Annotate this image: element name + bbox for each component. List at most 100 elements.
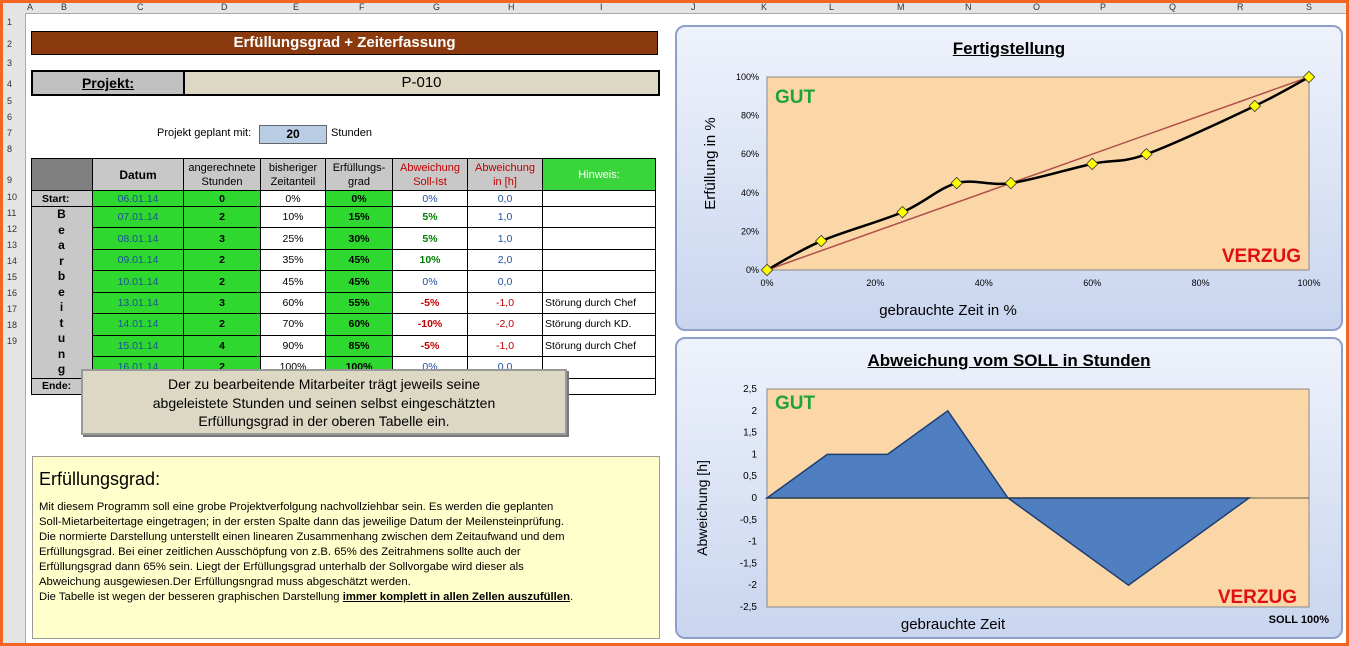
column-header-i[interactable]: I [600, 2, 603, 12]
column-header-b[interactable]: B [61, 2, 68, 12]
cell-deviation-hours[interactable]: 0,0 [467, 190, 543, 207]
cell-fulfilment[interactable]: 45% [325, 248, 393, 272]
row-header-9[interactable]: 9 [7, 175, 13, 185]
column-header-k[interactable]: K [761, 2, 768, 12]
row-header-4[interactable]: 4 [7, 79, 13, 89]
cell-time-share[interactable]: 45% [260, 270, 326, 293]
fertigstellung-chart[interactable]: Fertigstellung 0% 20% 40% 60% 80% 100% 0% 20% 40… [675, 25, 1343, 331]
row-header-15[interactable]: 15 [7, 272, 18, 282]
cell-note[interactable]: Störung durch Chef [542, 291, 656, 315]
row-header-2[interactable]: 2 [7, 39, 13, 49]
abweichung-chart[interactable]: Abweichung vom SOLL in Stunden 2,5 2 1,5 1 0… [675, 337, 1343, 639]
column-header-m[interactable]: M [897, 2, 905, 12]
cell-note[interactable] [542, 356, 656, 379]
cell-date[interactable]: 15.01.14 [92, 334, 184, 358]
cell-deviation-hours[interactable]: -1,0 [467, 291, 543, 315]
cell-hours[interactable]: 2 [183, 313, 261, 336]
cell-time-share[interactable]: 35% [260, 248, 326, 272]
row-header-18[interactable]: 18 [7, 320, 18, 330]
row-header-7[interactable]: 7 [7, 128, 13, 138]
cell-fulfilment[interactable]: 15% [325, 205, 393, 229]
cell-deviation-hours[interactable]: 1,0 [467, 205, 543, 229]
cell-note[interactable]: Störung durch KD. [542, 313, 656, 336]
row-header-14[interactable]: 14 [7, 256, 18, 266]
cell-hours[interactable]: 3 [183, 291, 261, 315]
column-header-f[interactable]: F [359, 2, 365, 12]
cell-deviation-hours[interactable]: 0,0 [467, 270, 543, 293]
column-header-l[interactable]: L [829, 2, 835, 12]
cell-date[interactable]: 08.01.14 [92, 227, 184, 250]
cell-fulfilment[interactable]: 60% [325, 313, 393, 336]
cell-deviation-hours[interactable]: 1,0 [467, 227, 543, 250]
cell-hours[interactable]: 0 [183, 190, 261, 207]
cell-date[interactable]: 09.01.14 [92, 248, 184, 272]
column-header-q[interactable]: Q [1169, 2, 1177, 12]
cell-hours[interactable]: 2 [183, 205, 261, 229]
project-row[interactable]: Projekt: P-010 [31, 70, 660, 96]
cell-date[interactable]: 14.01.14 [92, 313, 184, 336]
cell-time-share[interactable]: 25% [260, 227, 326, 250]
column-header-g[interactable]: G [433, 2, 441, 12]
cell-deviation[interactable]: 10% [392, 248, 468, 272]
column-headers[interactable]: A B C D E F G H I J K L M N O P Q R S [3, 3, 1346, 14]
cell-date[interactable]: 06.01.14 [92, 190, 184, 207]
column-header-d[interactable]: D [221, 2, 228, 12]
column-header-p[interactable]: P [1100, 2, 1107, 12]
cell-date[interactable]: 13.01.14 [92, 291, 184, 315]
column-header-c[interactable]: C [137, 2, 144, 12]
column-header-a[interactable]: A [27, 2, 34, 12]
column-header-r[interactable]: R [1237, 2, 1244, 12]
cell-date[interactable]: 10.01.14 [92, 270, 184, 293]
column-header-e[interactable]: E [293, 2, 300, 12]
planned-hours-cell[interactable]: 20 [259, 125, 327, 144]
row-header-11[interactable]: 11 [7, 208, 17, 218]
cell-deviation[interactable]: -5% [392, 291, 468, 315]
cell-deviation[interactable]: 0% [392, 190, 468, 207]
cell-deviation[interactable]: 5% [392, 205, 468, 229]
cell-time-share[interactable]: 90% [260, 334, 326, 358]
cell-hours[interactable]: 2 [183, 270, 261, 293]
cell-note[interactable] [542, 227, 656, 250]
cell-fulfilment[interactable]: 55% [325, 291, 393, 315]
row-header-1[interactable]: 1 [7, 17, 13, 27]
cell-deviation-hours[interactable]: -1,0 [467, 334, 543, 358]
project-value[interactable]: P-010 [401, 74, 442, 91]
cell-deviation-hours[interactable]: -2,0 [467, 313, 543, 336]
cell-note[interactable] [542, 270, 656, 293]
column-header-j[interactable]: J [691, 2, 696, 12]
cell-note[interactable]: Störung durch Chef [542, 334, 656, 358]
row-header-13[interactable]: 13 [7, 240, 18, 250]
row-header-6[interactable]: 6 [7, 112, 13, 122]
info-textbox[interactable]: Erfüllungsgrad: Mit diesem Programm soll… [32, 456, 660, 639]
cell-time-share[interactable]: 70% [260, 313, 326, 336]
cell-time-share[interactable]: 10% [260, 205, 326, 229]
column-header-h[interactable]: H [508, 2, 515, 12]
cell-deviation[interactable]: -5% [392, 334, 468, 358]
cell-deviation[interactable]: 5% [392, 227, 468, 250]
row-header-12[interactable]: 12 [7, 224, 18, 234]
row-header-8[interactable]: 8 [7, 144, 13, 154]
row-headers[interactable]: 1 2 3 4 5 6 7 8 9 10 11 12 13 14 15 16 17 18 19 [3, 13, 26, 643]
cell-time-share[interactable]: 60% [260, 291, 326, 315]
cell-deviation[interactable]: -10% [392, 313, 468, 336]
row-header-19[interactable]: 19 [7, 336, 18, 346]
cell-fulfilment[interactable]: 85% [325, 334, 393, 358]
cell-note[interactable] [542, 248, 656, 272]
column-header-n[interactable]: N [965, 2, 972, 12]
cell-deviation-hours[interactable]: 2,0 [467, 248, 543, 272]
cell-hours[interactable]: 3 [183, 227, 261, 250]
row-header-10[interactable]: 10 [7, 192, 18, 202]
cell-time-share[interactable]: 0% [260, 190, 326, 207]
cell-fulfilment[interactable]: 30% [325, 227, 393, 250]
column-header-o[interactable]: O [1033, 2, 1041, 12]
row-header-17[interactable]: 17 [7, 304, 18, 314]
column-header-s[interactable]: S [1306, 2, 1313, 12]
cell-date[interactable]: 07.01.14 [92, 205, 184, 229]
cell-note[interactable] [542, 205, 656, 229]
row-header-16[interactable]: 16 [7, 288, 18, 298]
row-header-3[interactable]: 3 [7, 58, 13, 68]
cell-hours[interactable]: 4 [183, 334, 261, 358]
cell-fulfilment[interactable]: 45% [325, 270, 393, 293]
row-header-5[interactable]: 5 [7, 96, 13, 106]
cell-deviation[interactable]: 0% [392, 270, 468, 293]
